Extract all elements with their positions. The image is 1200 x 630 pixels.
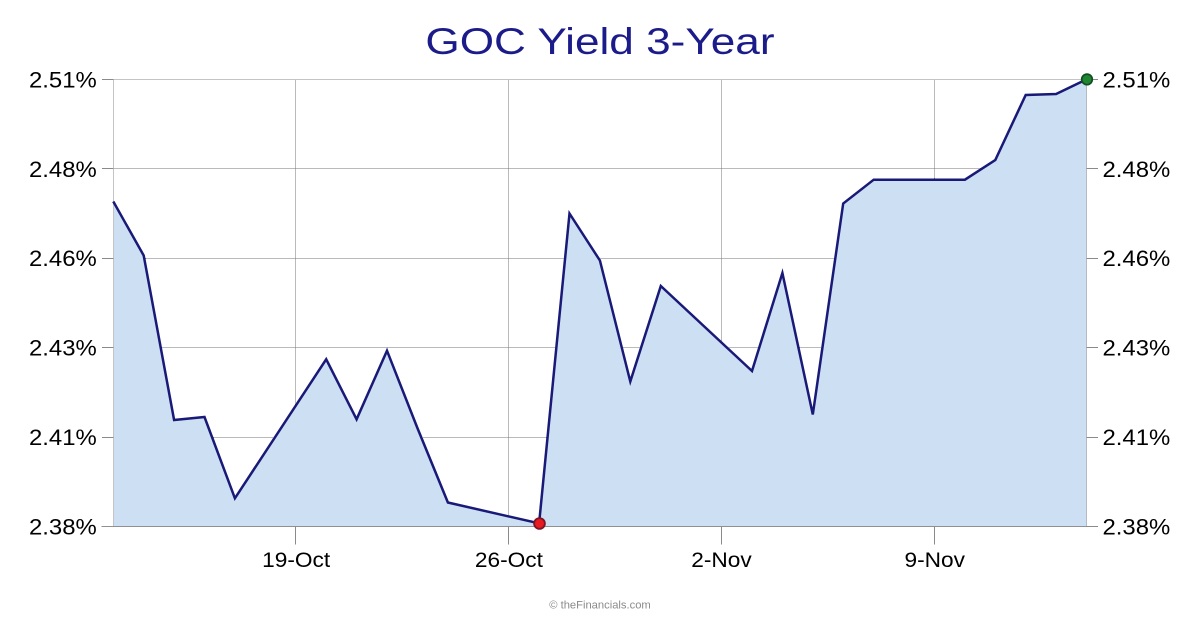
- svg-text:9-Nov: 9-Nov: [904, 547, 964, 571]
- svg-text:2.46%: 2.46%: [1102, 246, 1170, 271]
- svg-text:26-Oct: 26-Oct: [475, 547, 543, 571]
- svg-text:2.48%: 2.48%: [29, 157, 97, 182]
- svg-text:2.38%: 2.38%: [29, 514, 97, 539]
- svg-text:2.46%: 2.46%: [29, 246, 97, 271]
- svg-text:2.41%: 2.41%: [1102, 425, 1170, 450]
- svg-text:2.43%: 2.43%: [1102, 336, 1170, 361]
- svg-text:© theFinancials.com: © theFinancials.com: [549, 600, 651, 612]
- svg-text:2.41%: 2.41%: [29, 425, 97, 450]
- svg-text:2-Nov: 2-Nov: [691, 547, 751, 571]
- svg-text:GOC Yield 3-Year: GOC Yield 3-Year: [425, 20, 774, 62]
- svg-text:2.38%: 2.38%: [1102, 514, 1170, 539]
- svg-text:19-Oct: 19-Oct: [262, 547, 330, 571]
- svg-text:2.48%: 2.48%: [1102, 157, 1170, 182]
- svg-text:2.43%: 2.43%: [29, 336, 97, 361]
- svg-text:2.51%: 2.51%: [1102, 67, 1170, 92]
- svg-text:2.51%: 2.51%: [29, 67, 97, 92]
